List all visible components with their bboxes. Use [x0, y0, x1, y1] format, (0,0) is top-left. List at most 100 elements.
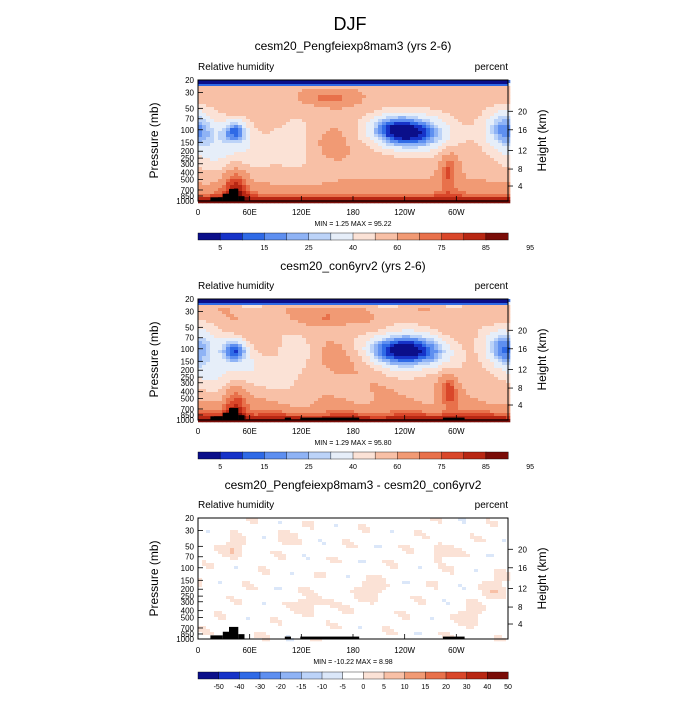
panel-units-label: percent: [475, 62, 509, 73]
height-tick-label: 20: [518, 545, 527, 554]
colorbar-swatch: [419, 233, 441, 240]
colorbar-swatch: [446, 672, 467, 679]
stratosphere-band: [198, 299, 508, 303]
colorbar-label: 5: [382, 684, 386, 691]
pressure-tick-label: 100: [181, 126, 195, 135]
stratosphere-edge: [198, 303, 508, 305]
colorbar-label: -50: [214, 684, 224, 691]
y-axis-label: Pressure (mb): [147, 321, 161, 397]
colorbar-swatch: [198, 452, 220, 459]
height-tick-label: 8: [518, 603, 523, 612]
panel-variable-label: Relative humidity: [198, 281, 274, 292]
colorbar-label: 10: [401, 684, 409, 691]
colorbar-swatch: [384, 672, 405, 679]
colorbar-swatch: [464, 452, 486, 459]
longitude-tick-label: 120E: [292, 208, 311, 217]
colorbar-label: 75: [438, 464, 446, 471]
longitude-tick-label: 60E: [243, 427, 257, 436]
longitude-tick-label: 120W: [394, 427, 415, 436]
y-axis-label: Pressure (mb): [147, 540, 161, 616]
colorbar-swatch: [264, 233, 286, 240]
colorbar-swatch: [375, 233, 397, 240]
colorbar-label: 75: [438, 245, 446, 252]
colorbar-label: 95: [526, 245, 534, 252]
colorbar-swatch: [375, 452, 397, 459]
pressure-tick-label: 30: [185, 308, 194, 317]
colorbar-swatch: [287, 233, 309, 240]
colorbar-swatch: [331, 452, 353, 459]
pressure-tick-label: 20: [185, 76, 194, 85]
contour-field: [198, 518, 510, 641]
pressure-tick-label: 100: [181, 345, 195, 354]
height-tick-label: 4: [518, 182, 523, 191]
colorbar-label: 40: [349, 245, 357, 252]
figure-title: DJF: [334, 14, 367, 34]
colorbar-label: -40: [234, 684, 244, 691]
pressure-tick-label: 150: [181, 576, 195, 585]
colorbar-label: 15: [261, 245, 269, 252]
longitude-tick-label: 120E: [292, 646, 311, 655]
colorbar-label: 50: [504, 684, 512, 691]
colorbar-label: -15: [296, 684, 306, 691]
pressure-tick-label: 20: [185, 295, 194, 304]
panel-title: cesm20_Pengfeiexp8mam3 (yrs 2-6): [255, 39, 452, 53]
y-axis-label: Pressure (mb): [147, 102, 161, 178]
height-tick-label: 16: [518, 126, 527, 135]
colorbar-swatch: [343, 672, 364, 679]
min-max-label: MIN = 1.29 MAX = 95.80: [314, 440, 391, 447]
colorbar-label: -10: [317, 684, 327, 691]
colorbar-label: 85: [482, 464, 490, 471]
colorbar-label: 0: [361, 684, 365, 691]
longitude-tick-label: 60W: [448, 646, 465, 655]
pressure-tick-label: 70: [185, 553, 194, 562]
colorbar-swatch: [442, 452, 464, 459]
stratosphere-edge: [198, 84, 508, 86]
longitude-tick-label: 60E: [243, 646, 257, 655]
panel-variable-label: Relative humidity: [198, 500, 274, 511]
pressure-tick-label: 20: [185, 514, 194, 523]
height-tick-label: 4: [518, 401, 523, 410]
pressure-tick-label: 50: [185, 104, 194, 113]
colorbar-swatch: [309, 233, 331, 240]
colorbar-label: 30: [463, 684, 471, 691]
longitude-tick-label: 0: [196, 427, 201, 436]
colorbar-swatch: [281, 672, 302, 679]
height-tick-label: 8: [518, 384, 523, 393]
colorbar-label: 85: [482, 245, 490, 252]
colorbar-label: -30: [255, 684, 265, 691]
longitude-tick-label: 60E: [243, 208, 257, 217]
contour-field: [198, 80, 510, 203]
stratosphere-band: [198, 80, 508, 84]
panel-2: cesm20_con6yrv2 (yrs 2-6) Relative humidi…: [147, 259, 549, 471]
pressure-tick-label: 150: [181, 138, 195, 147]
colorbar-label: 20: [442, 684, 450, 691]
longitude-tick-label: 120W: [394, 208, 415, 217]
pressure-tick-label: 50: [185, 323, 194, 332]
pressure-tick-label: 200: [181, 366, 195, 375]
colorbar-label: 25: [305, 245, 313, 252]
colorbar-label: -5: [340, 684, 346, 691]
pressure-tick-label: 400: [181, 169, 195, 178]
longitude-tick-label: 180: [346, 208, 360, 217]
colorbar-label: 95: [526, 464, 534, 471]
pressure-tick-label: 400: [181, 607, 195, 616]
colorbar-swatch: [425, 672, 446, 679]
contour-field: [198, 299, 510, 422]
longitude-tick-label: 120W: [394, 646, 415, 655]
colorbar-swatch: [264, 452, 286, 459]
colorbar-label: 15: [261, 464, 269, 471]
colorbar-swatch: [287, 452, 309, 459]
panel-title: cesm20_con6yrv2 (yrs 2-6): [280, 259, 425, 273]
longitude-tick-label: 180: [346, 427, 360, 436]
pressure-tick-label: 100: [181, 564, 195, 573]
colorbar-swatch: [219, 672, 240, 679]
colorbar-label: -20: [276, 684, 286, 691]
height-tick-label: 16: [518, 564, 527, 573]
height-tick-label: 8: [518, 165, 523, 174]
height-tick-label: 20: [518, 107, 527, 116]
colorbar-swatch: [309, 452, 331, 459]
panel-variable-label: Relative humidity: [198, 62, 274, 73]
